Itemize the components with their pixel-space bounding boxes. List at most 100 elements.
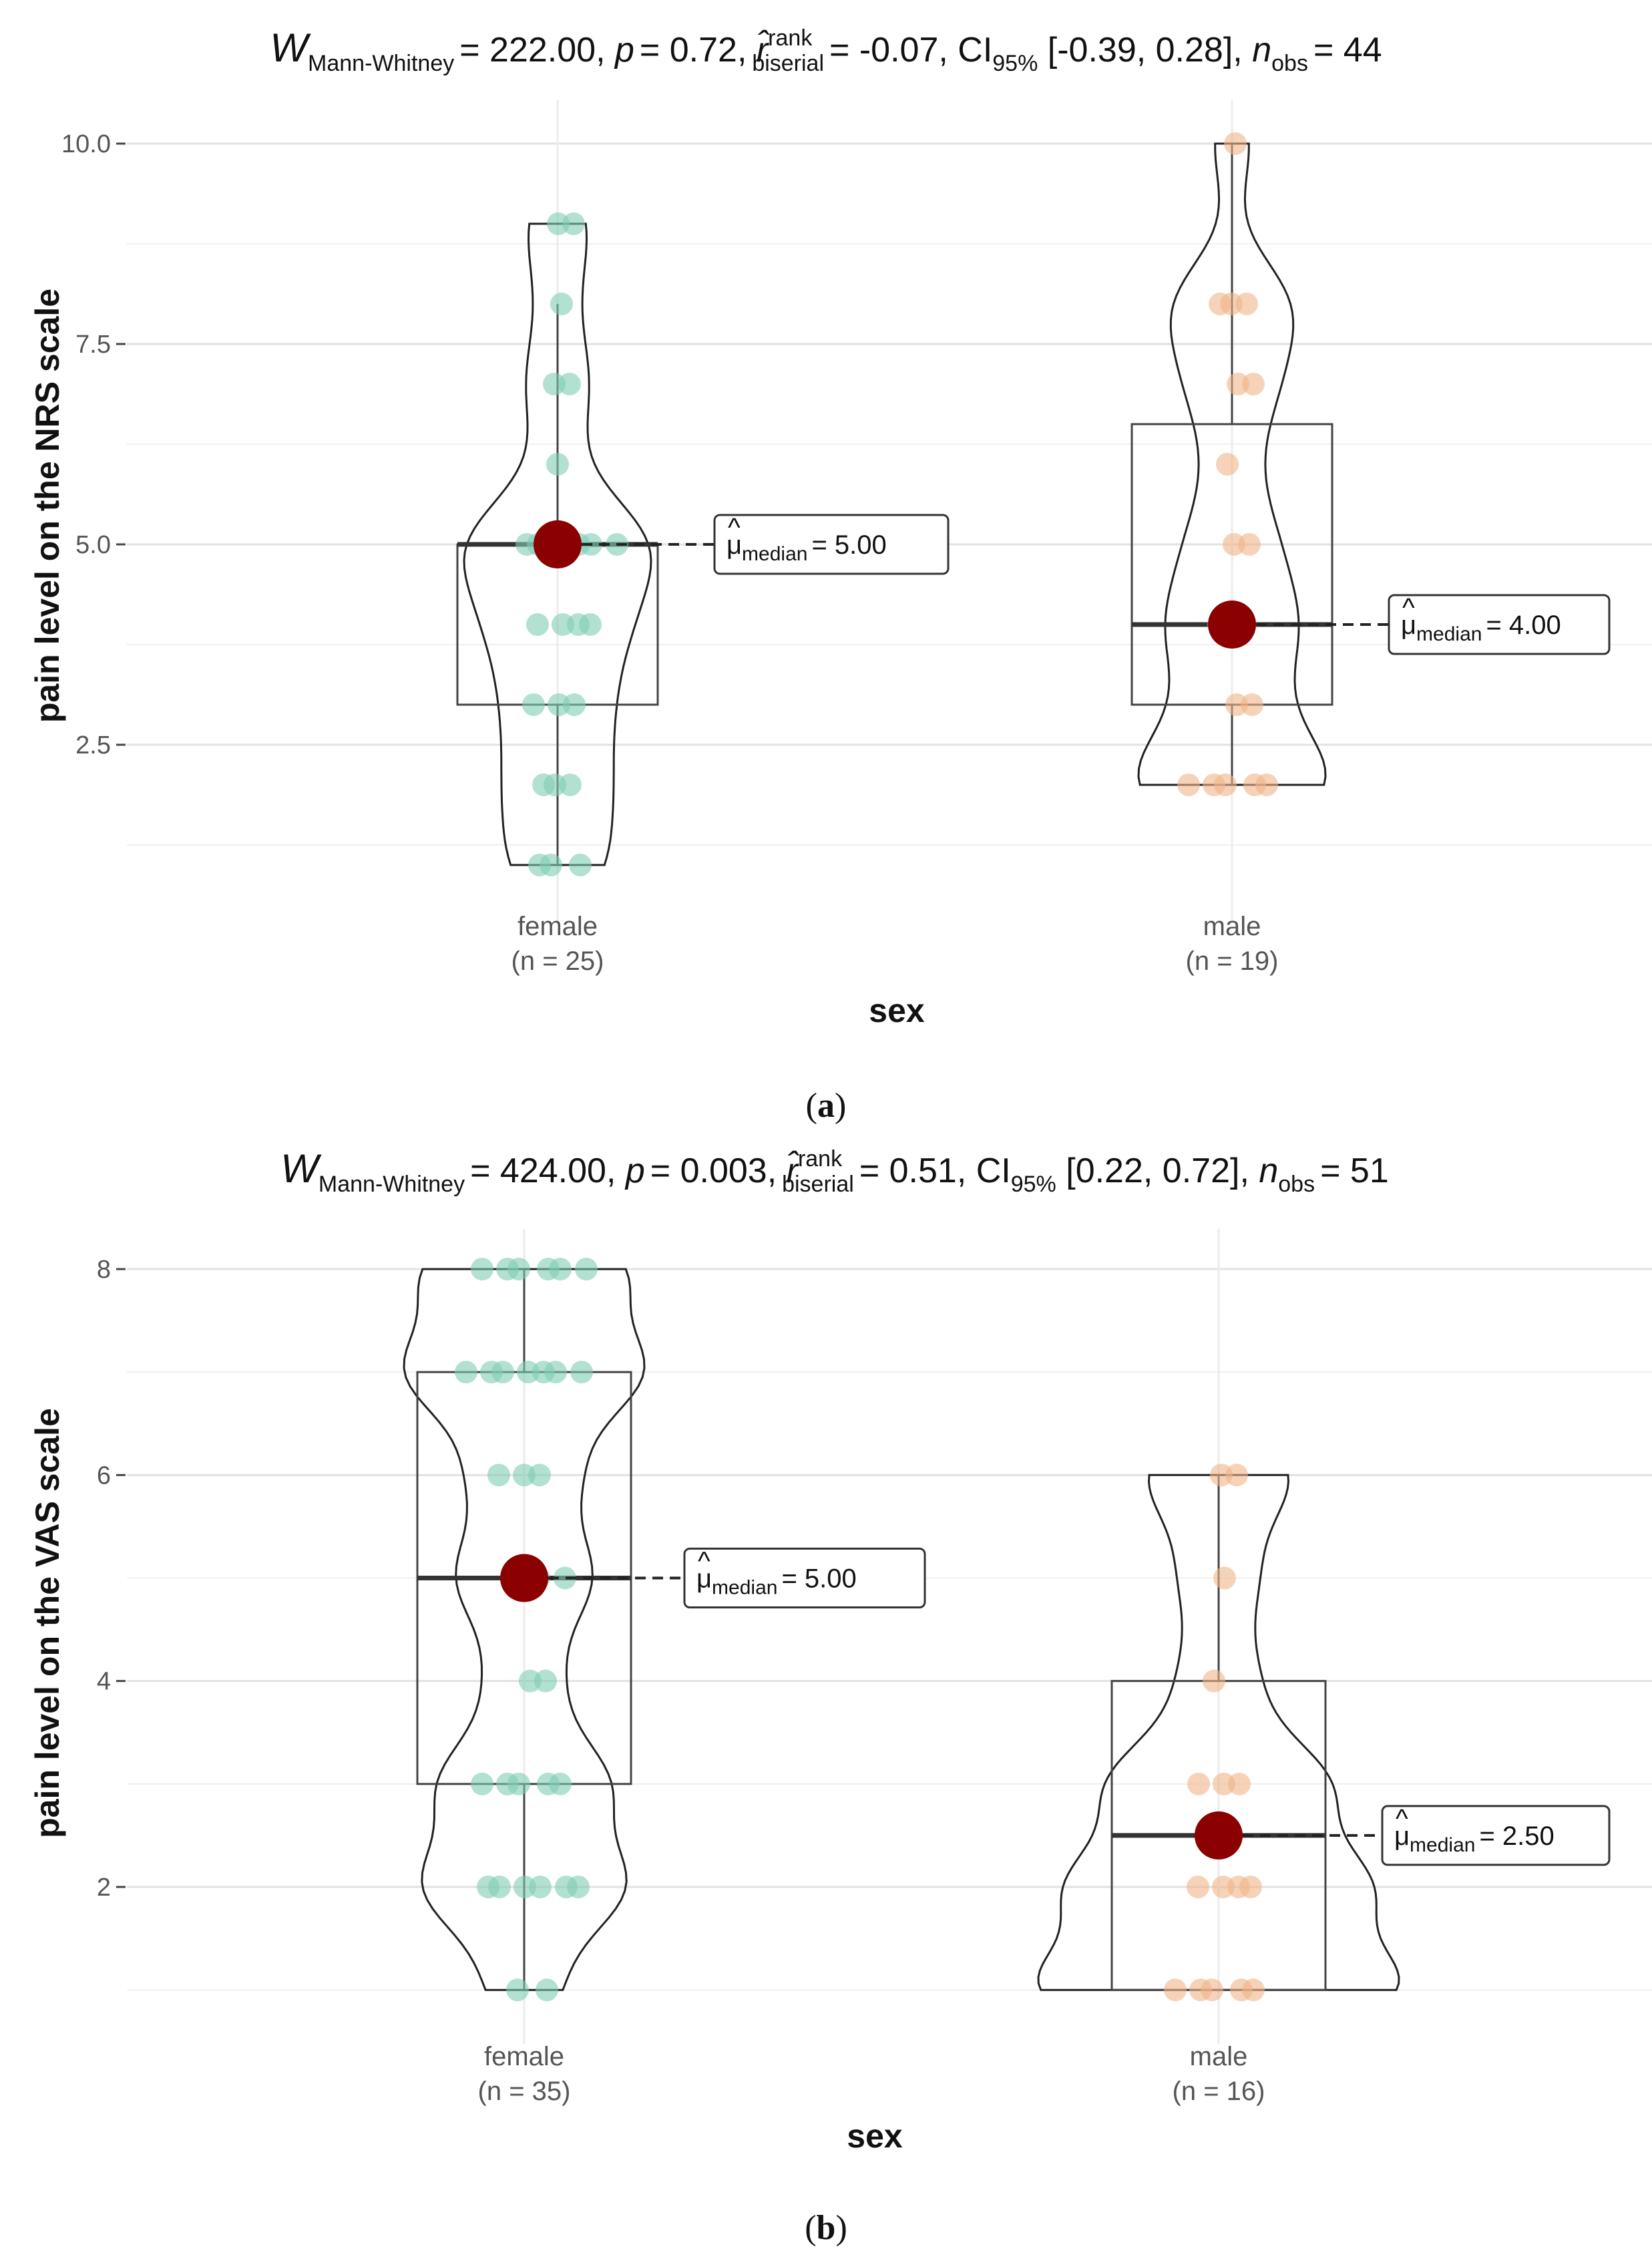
- y-tick-label: 5.0: [75, 531, 111, 559]
- y-tick-label: 4: [97, 1668, 111, 1696]
- panel-b: WMann-Whitney = 424.00, p = 0.003, r̂rank b…: [29, 1146, 1652, 2247]
- y-tick-label: 2.5: [75, 731, 111, 759]
- male-median-marker: [1208, 600, 1256, 649]
- female-data-point: [570, 1361, 593, 1384]
- male-violin: [1037, 1473, 1400, 1991]
- female-data-point: [496, 1258, 519, 1280]
- female-data-point: [529, 1876, 552, 1898]
- female-data-point: [562, 212, 585, 235]
- male-n-label: (n = 19): [1186, 946, 1279, 976]
- male-data-point: [1228, 1772, 1251, 1795]
- female-median-marker: [500, 1554, 548, 1602]
- female-data-point: [515, 533, 538, 556]
- female-data-point: [455, 1361, 477, 1384]
- male-median-label: μmedian = 4.00: [1401, 611, 1561, 645]
- female-median-label: μmedian = 5.00: [727, 530, 887, 565]
- female-data-point: [522, 693, 545, 716]
- panel-b-title: WMann-Whitney = 424.00, p = 0.003, r̂rank b…: [280, 1146, 1389, 1197]
- female-data-point: [559, 773, 582, 796]
- male-violin: [1137, 142, 1327, 786]
- male-data-point: [1255, 773, 1278, 796]
- y-tick-label: 10.0: [61, 130, 111, 158]
- male-data-point: [1203, 773, 1225, 796]
- male-median-label: μmedian = 2.50: [1394, 1821, 1555, 1856]
- female-median-marker: [534, 520, 582, 568]
- male-data-point: [1187, 1876, 1209, 1898]
- panel-a: WMann-Whitney = 222.00, p = 0.72, r̂rank bi…: [29, 25, 1652, 1125]
- male-median-marker: [1195, 1811, 1243, 1860]
- panel-b-caption: (b): [805, 2209, 847, 2247]
- female-data-point: [558, 373, 581, 395]
- male-data-point: [1239, 1876, 1262, 1898]
- male-median-label-box: [1388, 594, 1611, 655]
- female-data-point: [471, 1258, 493, 1280]
- panel-a-title: WMann-Whitney = 222.00, p = 0.72, r̂rank bi…: [270, 25, 1382, 76]
- female-median-label-box: [683, 1548, 926, 1608]
- male-data-point: [1225, 1463, 1248, 1487]
- male-data-point: [1187, 1772, 1210, 1795]
- female-data-point: [544, 1361, 567, 1384]
- female-data-point: [534, 1669, 557, 1693]
- male-n-label: (n = 16): [1173, 2077, 1265, 2106]
- female-data-point: [536, 1978, 558, 2002]
- female-data-point: [549, 1772, 572, 1795]
- female-median-label-box: [713, 514, 950, 575]
- y-tick-label: 7.5: [75, 331, 111, 359]
- female-category-label: female: [518, 912, 598, 941]
- panel-a-x-axis-label: sex: [869, 992, 925, 1029]
- female-data-point: [550, 293, 573, 315]
- male-data-point: [1177, 773, 1200, 796]
- female-category-label: female: [484, 2042, 564, 2071]
- male-data-point: [1203, 1669, 1225, 1693]
- male-data-point: [1235, 293, 1258, 315]
- female-data-point: [506, 1978, 529, 2002]
- female-data-point: [575, 1258, 598, 1280]
- male-median-label-box: [1381, 1805, 1611, 1866]
- female-median-label-hat: ^: [698, 1547, 710, 1576]
- male-data-point: [1242, 1978, 1265, 2002]
- female-data-point: [528, 854, 551, 876]
- female-data-point: [496, 1772, 519, 1795]
- male-data-point: [1164, 1978, 1187, 2002]
- female-data-point: [477, 1876, 499, 1898]
- male-data-point: [1213, 1566, 1236, 1590]
- y-tick-label: 6: [97, 1461, 111, 1490]
- female-median-label: μmedian = 5.00: [696, 1564, 857, 1599]
- panel-b-y-axis-label: pain level on the VAS scale: [29, 1408, 66, 1838]
- male-data-point: [1189, 1978, 1212, 2002]
- female-n-label: (n = 25): [511, 946, 604, 976]
- female-violin: [463, 222, 652, 866]
- female-data-point: [563, 693, 586, 716]
- female-data-point: [528, 1463, 551, 1487]
- y-tick-label: 2: [97, 1874, 111, 1902]
- female-data-point: [567, 1876, 590, 1898]
- male-data-point: [1216, 453, 1239, 476]
- female-data-point: [532, 773, 555, 796]
- female-data-point: [471, 1772, 493, 1795]
- female-data-point: [480, 1361, 503, 1384]
- female-median-label-hat: ^: [728, 513, 741, 542]
- female-violin: [403, 1268, 646, 1991]
- male-category-label: male: [1203, 912, 1261, 941]
- panel-b-x-axis-label: sex: [847, 2117, 903, 2155]
- panel-a-y-axis-label: pain level on the NRS scale: [29, 289, 66, 723]
- female-data-point: [579, 613, 602, 636]
- female-data-point: [554, 1566, 576, 1590]
- male-data-point: [1238, 533, 1261, 556]
- panel-b-plot-area: 2 4 6 8 μmedian = 5.00^ female (n = 35) μmedian =…: [97, 1229, 1652, 2106]
- female-data-point: [526, 613, 549, 636]
- male-data-point: [1209, 293, 1231, 315]
- female-n-label: (n = 35): [478, 2077, 571, 2106]
- male-data-point: [1242, 373, 1265, 395]
- male-category-label: male: [1190, 2042, 1248, 2071]
- male-data-point: [1224, 132, 1247, 155]
- panel-a-caption: (a): [806, 1087, 847, 1125]
- female-data-point: [549, 1258, 572, 1280]
- male-median-label-hat: ^: [1402, 593, 1415, 623]
- female-data-point: [487, 1463, 510, 1487]
- y-tick-label: 8: [97, 1256, 111, 1284]
- male-data-point: [1241, 693, 1263, 716]
